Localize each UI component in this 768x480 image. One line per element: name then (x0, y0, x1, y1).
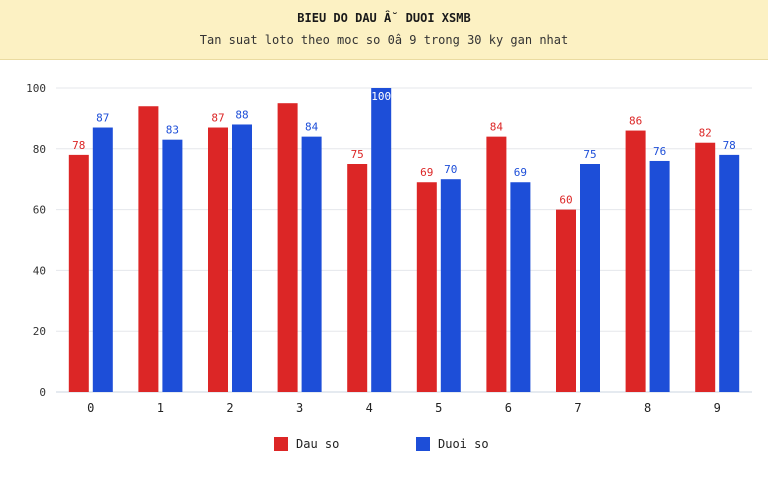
x-tick-label-0: 0 (87, 401, 94, 415)
bar-duoi-8 (649, 160, 670, 392)
x-tick-label-8: 8 (644, 401, 651, 415)
data-label-dau-2: 87 (211, 112, 224, 125)
bar-dau-6 (486, 136, 507, 392)
y-tick-label-20: 20 (33, 325, 46, 338)
y-tick-label-60: 60 (33, 204, 46, 217)
data-label-dau-5: 69 (420, 166, 433, 179)
data-label-dau-7: 60 (559, 194, 572, 207)
bar-dau-3 (277, 103, 298, 392)
bar-duoi-2 (232, 124, 252, 392)
data-label-duoi-0: 87 (96, 112, 109, 125)
y-tick-label-80: 80 (33, 143, 46, 156)
data-label-dau-4: 75 (351, 148, 364, 161)
y-tick-label-100: 100 (26, 82, 46, 95)
data-label-dau-0: 78 (72, 139, 85, 152)
data-label-dau-8: 86 (629, 115, 642, 128)
bar-dau-0 (68, 154, 89, 392)
legend-swatch-duoi (416, 437, 430, 451)
data-label-duoi-1: 83 (166, 124, 179, 137)
bar-duoi-7 (580, 164, 600, 392)
chart-subtitle: Tan suat loto theo moc so 0â 9 trong 30 … (199, 33, 569, 47)
y-tick-label-0: 0 (39, 386, 46, 399)
x-tick-label-1: 1 (157, 401, 164, 415)
data-label-duoi-4: 100 (371, 90, 391, 103)
bar-duoi-1 (162, 139, 183, 392)
bar-duoi-6 (510, 182, 531, 392)
data-label-dau-9: 82 (699, 127, 712, 140)
bar-dau-5 (416, 182, 437, 392)
bar-duoi-3 (301, 136, 322, 392)
data-label-duoi-3: 84 (305, 121, 319, 134)
chart-header: BIEU DO DAU Â˘ DUOI XSMB Tan suat loto t… (0, 0, 768, 60)
bar-dau-8 (625, 130, 646, 392)
data-label-duoi-9: 78 (723, 139, 736, 152)
bar-duoi-4 (371, 88, 392, 392)
bar-dau-1 (138, 106, 159, 393)
x-tick-label-6: 6 (505, 401, 512, 415)
x-tick-label-9: 9 (714, 401, 721, 415)
x-tick-label-2: 2 (226, 401, 233, 415)
legend-swatch-dau (274, 437, 288, 451)
data-label-dau-6: 84 (490, 121, 504, 134)
bar-dau-9 (695, 142, 716, 392)
chart-title: BIEU DO DAU Â˘ DUOI XSMB (297, 11, 471, 25)
bar-dau-4 (347, 164, 368, 392)
legend-label-dau: Dau so (296, 437, 340, 451)
bar-duoi-5 (440, 179, 461, 392)
bar-dau-7 (556, 209, 576, 392)
x-tick-label-4: 4 (366, 401, 373, 415)
data-label-duoi-2: 88 (235, 108, 248, 121)
data-label-duoi-6: 69 (514, 166, 527, 179)
x-tick-label-7: 7 (574, 401, 581, 415)
data-label-duoi-5: 70 (444, 163, 457, 176)
legend-label-duoi: Duoi so (438, 437, 489, 451)
data-label-duoi-7: 75 (583, 148, 596, 161)
bar-dau-2 (208, 127, 228, 393)
bar-duoi-0 (92, 127, 113, 393)
x-tick-label-5: 5 (435, 401, 442, 415)
bar-duoi-9 (719, 154, 740, 392)
data-label-duoi-8: 76 (653, 145, 666, 158)
y-tick-label-40: 40 (33, 264, 46, 277)
x-tick-label-3: 3 (296, 401, 303, 415)
